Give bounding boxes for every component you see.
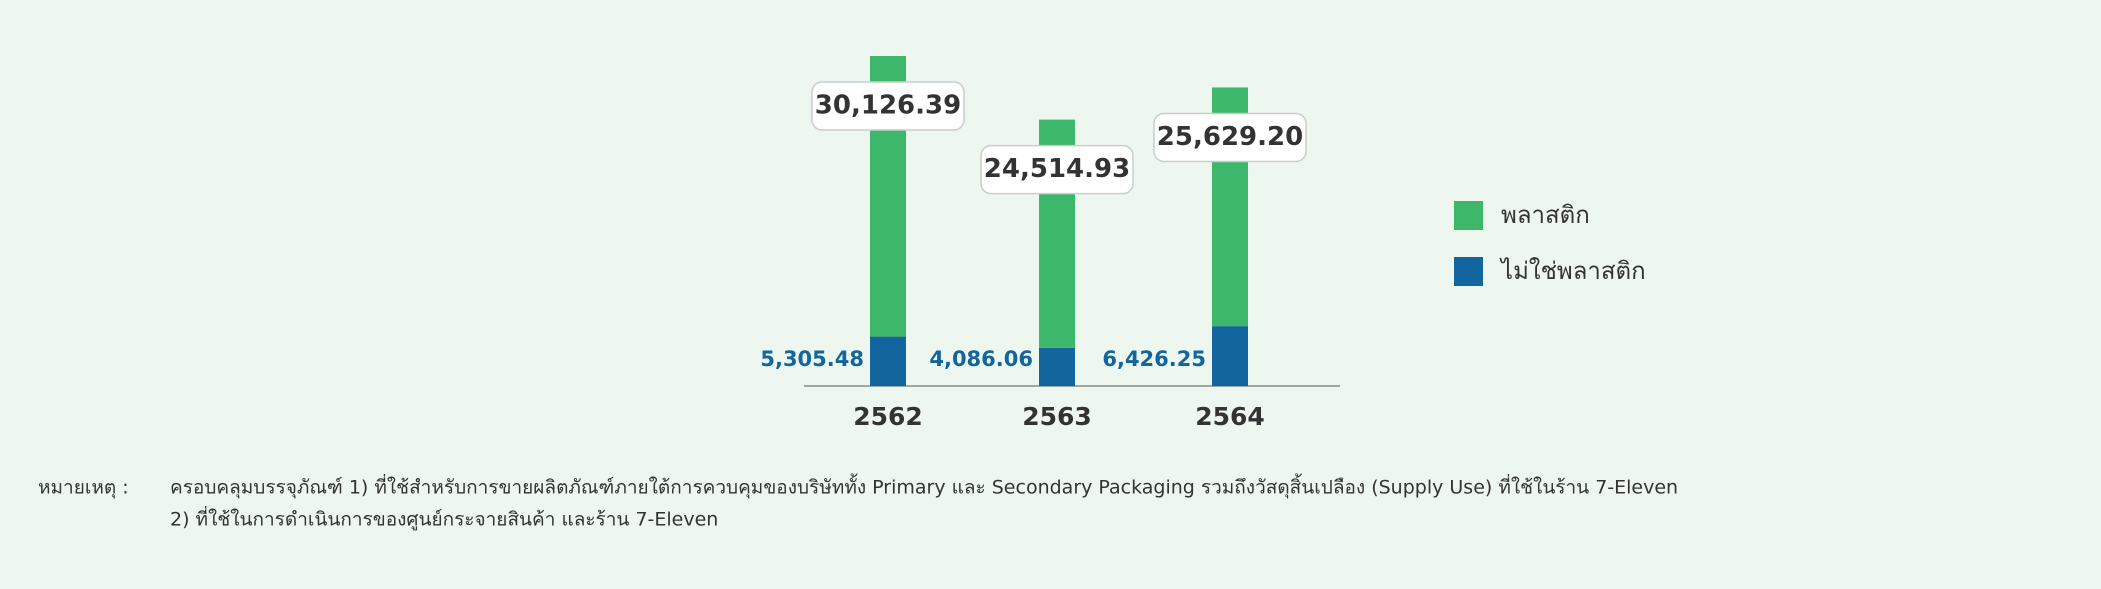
value-label-box xyxy=(811,81,965,131)
legend-swatch xyxy=(1454,201,1483,230)
bar-segment xyxy=(1039,347,1075,386)
legend-label: พลาสติก xyxy=(1501,201,1590,229)
legend-swatch xyxy=(1454,257,1483,286)
legend-label: ไม่ใช่พลาสติก xyxy=(1499,257,1646,285)
value-label: 5,305.48 xyxy=(760,347,864,371)
value-label: 4,086.06 xyxy=(929,347,1033,371)
note-line: ครอบคลุมบรรจุภัณฑ์ 1) ที่ใช้สำหรับการขาย… xyxy=(170,474,1678,500)
value-label-box xyxy=(980,144,1134,195)
note-label: หมายเหตุ : xyxy=(38,477,129,500)
value-label: 6,426.25 xyxy=(1102,347,1206,371)
note-line: 2) ที่ใช้ในการดำเนินการของศูนย์กระจายสิน… xyxy=(170,506,718,531)
bar-segment xyxy=(1212,326,1248,386)
value-label: 25,629.20 xyxy=(1157,122,1303,152)
x-tick-label: 2564 xyxy=(1195,402,1265,431)
x-tick-label: 2562 xyxy=(853,402,923,431)
bar-segment xyxy=(870,336,906,386)
value-label: 30,126.39 xyxy=(815,91,961,121)
x-tick-label: 2563 xyxy=(1022,402,1092,431)
value-label-box xyxy=(1153,112,1307,163)
value-label: 24,514.93 xyxy=(984,154,1130,184)
